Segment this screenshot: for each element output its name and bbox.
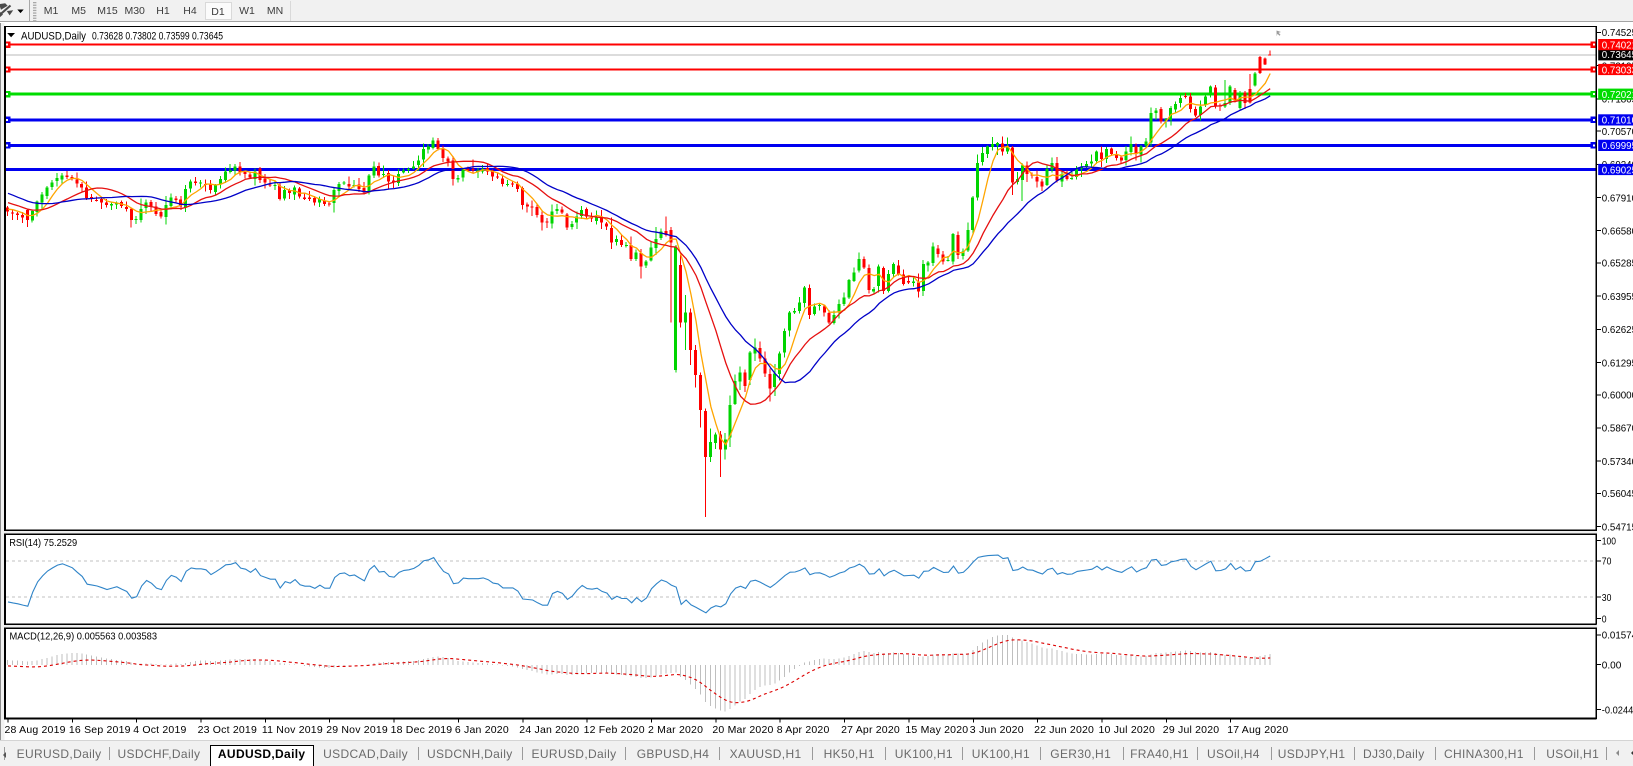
svg-text:0.73033: 0.73033 xyxy=(1602,64,1633,76)
svg-text:0.69995: 0.69995 xyxy=(1602,140,1633,152)
svg-text:0: 0 xyxy=(1602,613,1607,625)
svg-text:0.74525: 0.74525 xyxy=(1602,27,1633,39)
svg-text:0.62625: 0.62625 xyxy=(1602,324,1633,336)
svg-text:6 Jan 2020: 6 Jan 2020 xyxy=(455,724,509,736)
svg-text:28 Aug 2019: 28 Aug 2019 xyxy=(5,724,66,736)
svg-text:18 Dec 2019: 18 Dec 2019 xyxy=(391,724,453,736)
svg-text:8 Apr 2020: 8 Apr 2020 xyxy=(777,724,830,736)
svg-text:20 Mar 2020: 20 Mar 2020 xyxy=(712,724,773,736)
svg-text:3 Jun 2020: 3 Jun 2020 xyxy=(970,724,1024,736)
svg-text:0.56045: 0.56045 xyxy=(1602,488,1633,500)
svg-text:15 May 2020: 15 May 2020 xyxy=(905,724,968,736)
svg-text:29 Nov 2019: 29 Nov 2019 xyxy=(326,724,388,736)
svg-text:-0.0244: -0.0244 xyxy=(1602,704,1633,716)
svg-text:22 Jun 2020: 22 Jun 2020 xyxy=(1034,724,1094,736)
svg-text:23 Oct 2019: 23 Oct 2019 xyxy=(198,724,257,736)
svg-text:100: 100 xyxy=(1602,535,1616,547)
svg-text:11 Nov 2019: 11 Nov 2019 xyxy=(262,724,323,736)
svg-text:0.01574: 0.01574 xyxy=(1602,630,1633,642)
svg-text:0.74021: 0.74021 xyxy=(1602,39,1633,51)
svg-text:0.73628 0.73802 0.73599 0.7364: 0.73628 0.73802 0.73599 0.73645 xyxy=(92,30,223,42)
svg-text:27 Apr 2020: 27 Apr 2020 xyxy=(841,724,900,736)
svg-text:0.54715: 0.54715 xyxy=(1602,521,1633,533)
svg-text:RSI(14) 75.2529: RSI(14) 75.2529 xyxy=(9,537,77,549)
svg-text:2 Mar 2020: 2 Mar 2020 xyxy=(648,724,703,736)
svg-text:0.72021: 0.72021 xyxy=(1602,89,1633,101)
svg-text:0.63955: 0.63955 xyxy=(1602,291,1633,303)
svg-text:0.65285: 0.65285 xyxy=(1602,258,1633,270)
svg-text:70: 70 xyxy=(1602,556,1612,568)
svg-text:4 Oct 2019: 4 Oct 2019 xyxy=(133,724,186,736)
svg-text:0.61295: 0.61295 xyxy=(1602,357,1633,369)
svg-text:30: 30 xyxy=(1602,592,1612,604)
svg-text:12 Feb 2020: 12 Feb 2020 xyxy=(584,724,645,736)
svg-text:29 Jul 2020: 29 Jul 2020 xyxy=(1163,724,1220,736)
svg-text:0.69025: 0.69025 xyxy=(1602,164,1633,176)
svg-text:16 Sep 2019: 16 Sep 2019 xyxy=(69,724,131,736)
svg-text:10 Jul 2020: 10 Jul 2020 xyxy=(1099,724,1156,736)
svg-text:AUDUSD,Daily: AUDUSD,Daily xyxy=(21,30,86,42)
svg-text:24 Jan 2020: 24 Jan 2020 xyxy=(519,724,579,736)
svg-text:17 Aug 2020: 17 Aug 2020 xyxy=(1227,724,1288,736)
svg-text:MACD(12,26,9) 0.005563 0.00358: MACD(12,26,9) 0.005563 0.003583 xyxy=(10,630,158,642)
svg-text:0.00: 0.00 xyxy=(1602,659,1622,671)
svg-text:0.73645: 0.73645 xyxy=(1602,49,1633,61)
